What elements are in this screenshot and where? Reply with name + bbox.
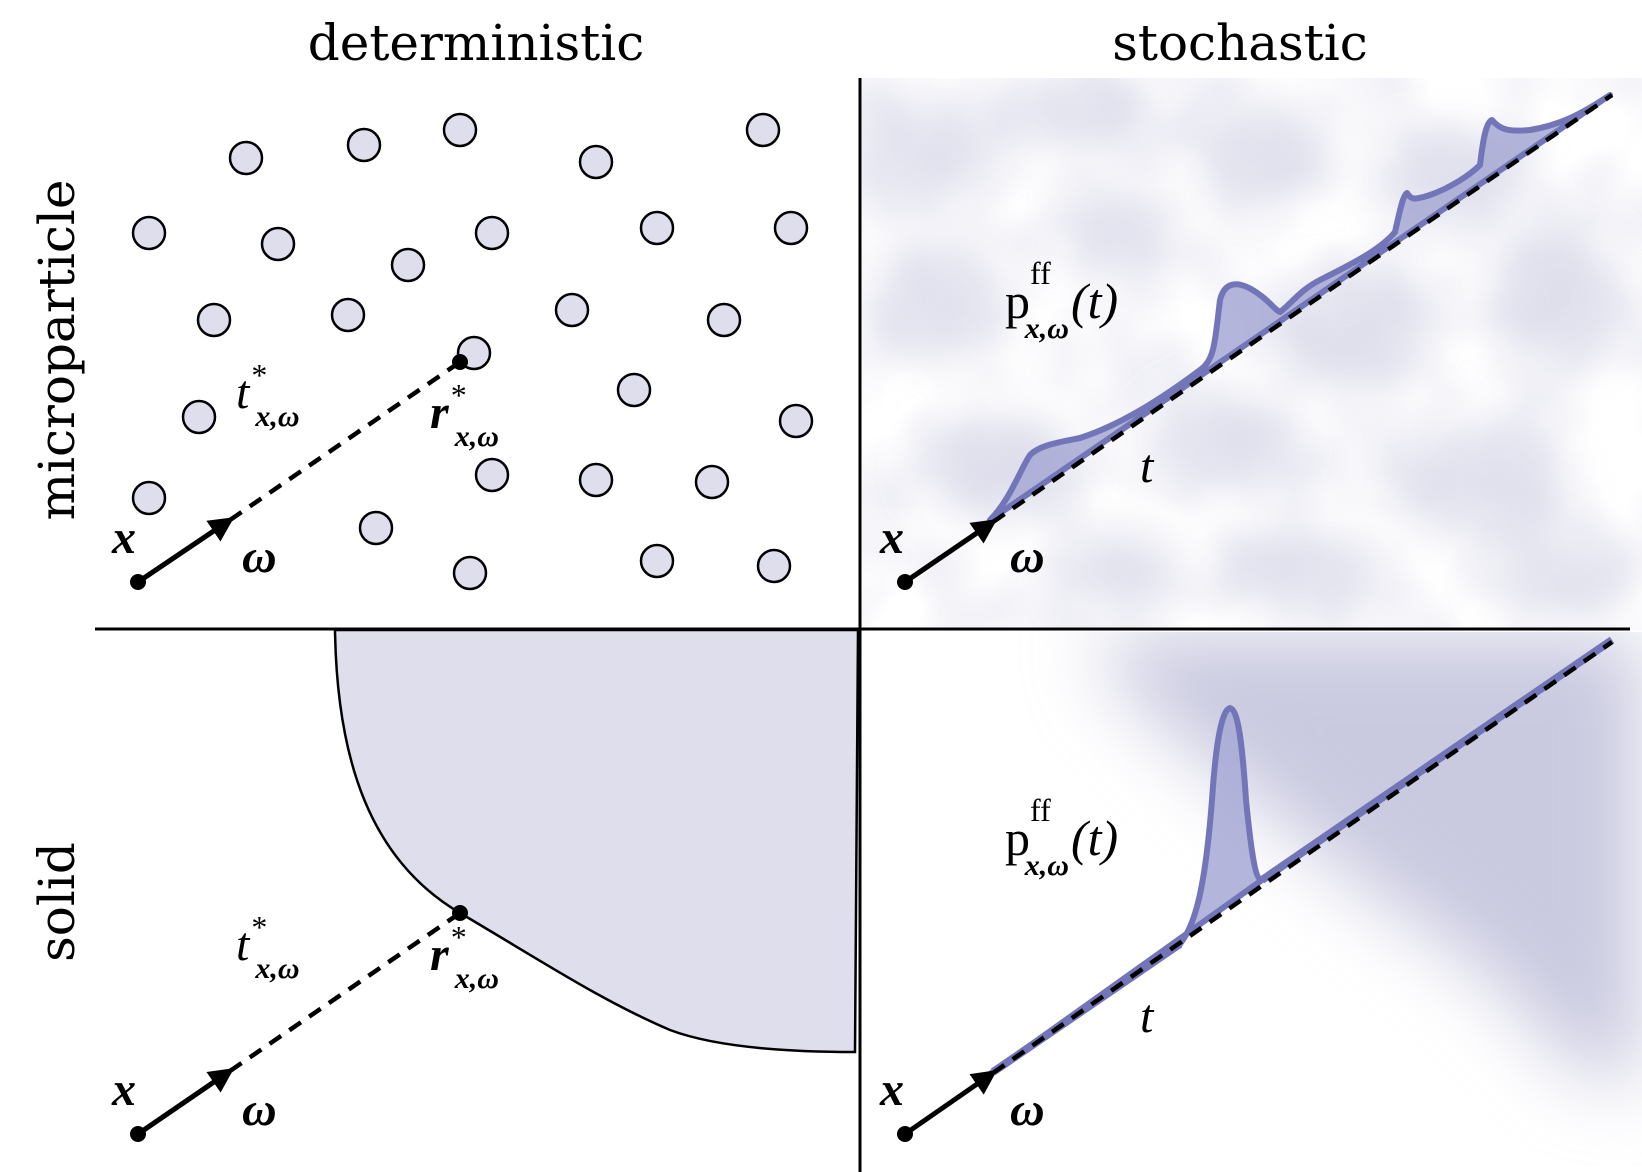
particle <box>474 457 510 493</box>
origin-point <box>130 1126 146 1142</box>
free-flight-label: pff x,ω(t) <box>1005 255 1118 345</box>
particle <box>346 127 382 163</box>
stochastic-solid-density <box>1100 632 1642 1082</box>
particle <box>773 210 809 246</box>
ray-solid-deterministic <box>130 905 468 1142</box>
origin-label: x <box>111 1063 136 1116</box>
origin-label: x <box>879 1063 904 1116</box>
column-header-deterministic: deterministic <box>308 14 645 72</box>
hit-point-label: r* x,ω <box>430 377 499 453</box>
direction-label: ω <box>1010 1083 1045 1136</box>
particle <box>578 462 614 498</box>
direction-label: ω <box>242 1083 277 1136</box>
particle <box>694 464 730 500</box>
particle <box>260 226 296 262</box>
origin-point <box>897 574 913 590</box>
solid-object <box>333 628 860 1054</box>
free-flight-head <box>990 940 1183 1076</box>
particle <box>196 302 232 338</box>
particle <box>452 555 488 591</box>
hit-point <box>452 354 468 370</box>
hit-distance-label: t* x,ω <box>236 909 300 985</box>
particle <box>474 215 510 251</box>
particle <box>578 144 614 180</box>
origin-label: x <box>879 511 904 564</box>
ray-microparticle-deterministic <box>130 354 468 590</box>
row-header-microparticle: microparticle <box>28 180 86 521</box>
free-flight-label: pff x,ω(t) <box>1005 792 1118 882</box>
particle <box>330 297 366 333</box>
hit-point <box>452 905 468 921</box>
particle <box>131 480 167 516</box>
particle <box>181 399 217 435</box>
particle <box>390 247 426 283</box>
ray-solid-stochastic <box>897 640 1614 1142</box>
particle <box>131 215 167 251</box>
particle <box>639 210 675 246</box>
particle <box>778 403 814 439</box>
column-header-stochastic: stochastic <box>1112 14 1368 72</box>
hit-distance-label: t* x,ω <box>236 357 300 433</box>
particle <box>554 292 590 328</box>
particle <box>745 112 781 148</box>
origin-point <box>897 1126 913 1142</box>
distance-label: t <box>1140 990 1155 1043</box>
row-header-solid: solid <box>28 842 86 962</box>
free-flight-density-solid <box>987 705 1265 1077</box>
particle <box>706 302 742 338</box>
particle <box>442 112 478 148</box>
direction-label: ω <box>242 530 277 583</box>
origin-point <box>130 574 146 590</box>
ray-microparticle-stochastic <box>897 93 1614 590</box>
particle <box>358 510 394 546</box>
particle <box>639 543 675 579</box>
particle <box>228 140 264 176</box>
origin-label: x <box>111 511 136 564</box>
distance-label: t <box>1140 440 1155 493</box>
hit-point-label: r* x,ω <box>430 919 499 995</box>
particle <box>616 372 652 408</box>
direction-label: ω <box>1010 530 1045 583</box>
particle <box>756 548 792 584</box>
